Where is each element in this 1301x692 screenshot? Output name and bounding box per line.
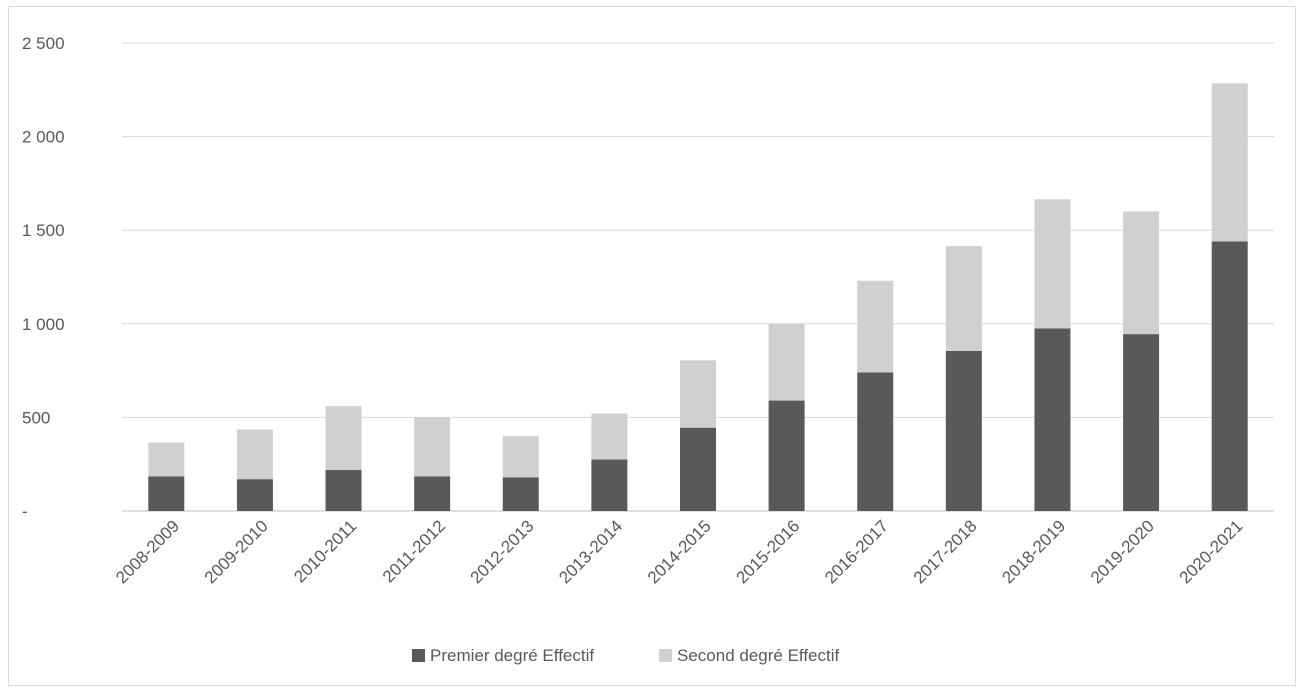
bar-segment-premier-degre [768, 400, 805, 511]
bar-segment-premier-degre [1123, 334, 1160, 511]
y-tick-label: 1 000 [22, 315, 65, 334]
bar-segment-second-degre [1123, 211, 1160, 335]
bar-segment-premier-degre [945, 350, 982, 511]
bar-segment-second-degre [1211, 83, 1248, 242]
bar-segment-premier-degre [414, 476, 451, 511]
x-tick-label: 2015-2016 [733, 516, 804, 587]
x-tick-label: 2013-2014 [555, 516, 626, 587]
y-axis: - 500 1 000 1 500 2 000 2 500 [22, 34, 65, 521]
chart-area [8, 6, 1296, 686]
x-tick-label: 2019-2020 [1087, 516, 1158, 587]
bar-segment-second-degre [768, 323, 805, 401]
x-tick-label: 2018-2019 [998, 516, 1069, 587]
x-tick-label: 2017-2018 [910, 516, 981, 587]
x-tick-label: 2012-2013 [467, 516, 538, 587]
bar-segment-second-degre [325, 406, 362, 470]
x-tick-label: 2010-2011 [290, 516, 360, 586]
bars [148, 83, 1248, 511]
legend: Premier degré Effectif Second degré Effec… [412, 646, 840, 665]
bar-segment-premier-degre [680, 427, 716, 511]
legend-swatch [659, 649, 672, 662]
bar-segment-second-degre [414, 417, 451, 477]
legend-label: Premier degré Effectif [430, 646, 594, 665]
bar-segment-premier-degre [591, 459, 628, 511]
bar-segment-premier-degre [236, 479, 273, 511]
legend-label: Second degré Effectif [677, 646, 840, 665]
bar-segment-second-degre [857, 280, 894, 373]
y-tick-label: 2 000 [22, 128, 65, 147]
x-axis: 2008-2009 2009-2010 2010-2011 2011-2012 2012… [112, 516, 1246, 587]
bar-segment-premier-degre [1211, 241, 1248, 511]
bar-segment-premier-degre [1034, 328, 1071, 511]
bar-segment-premier-degre [502, 477, 539, 511]
legend-swatch [412, 649, 425, 662]
bar-segment-second-degre [148, 442, 185, 477]
y-tick-label: - [22, 502, 28, 521]
x-tick-label: 2016-2017 [821, 516, 892, 587]
bar-segment-premier-degre [325, 469, 362, 511]
y-tick-label: 500 [22, 408, 50, 427]
y-tick-label: 1 500 [22, 221, 65, 240]
x-tick-label: 2020-2021 [1176, 516, 1247, 587]
x-tick-label: 2009-2010 [201, 516, 272, 587]
bar-segment-second-degre [680, 360, 716, 428]
x-tick-label: 2011-2012 [379, 516, 449, 586]
bar-segment-premier-degre [857, 372, 894, 511]
gridlines [122, 42, 1274, 512]
x-tick-label: 2008-2009 [112, 516, 183, 587]
bar-segment-premier-degre [148, 476, 185, 511]
bar-segment-second-degre [591, 413, 628, 460]
bar-segment-second-degre [945, 246, 982, 351]
y-tick-label: 2 500 [22, 34, 65, 53]
bar-segment-second-degre [502, 436, 539, 478]
bar-segment-second-degre [236, 429, 273, 480]
bar-segment-second-degre [1034, 199, 1071, 329]
x-tick-label: 2014-2015 [644, 516, 715, 587]
